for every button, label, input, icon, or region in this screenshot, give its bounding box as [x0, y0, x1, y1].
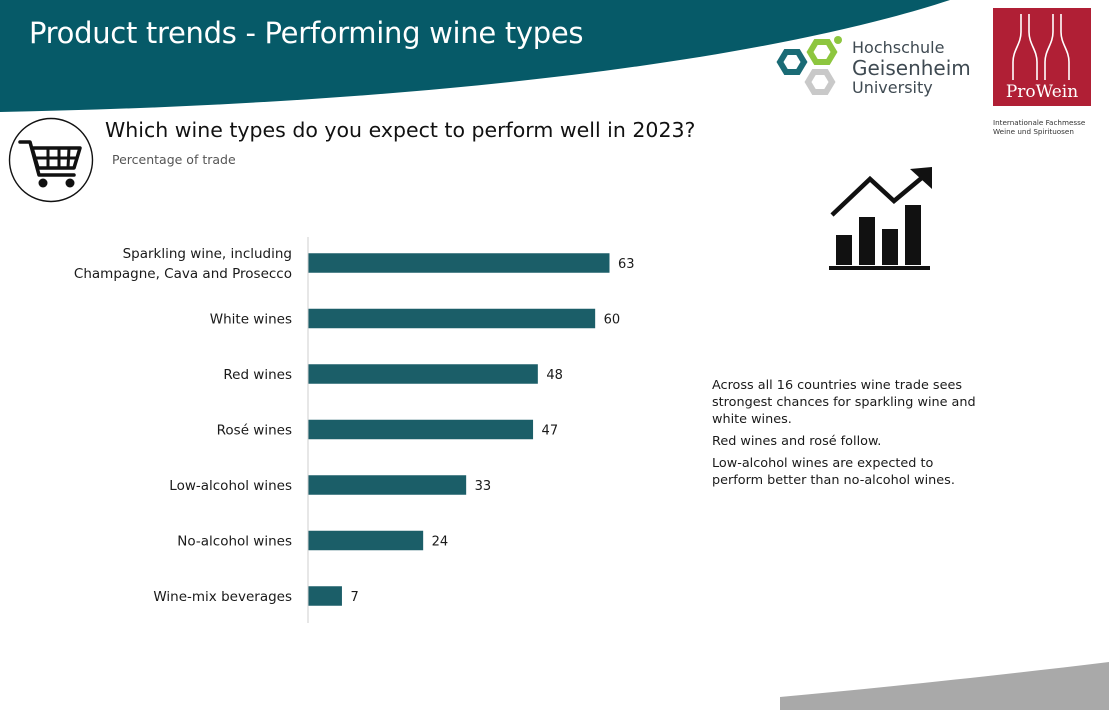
category-label: Rosé wines	[217, 423, 292, 439]
bar	[308, 364, 538, 384]
provein-name: ProWein	[1005, 82, 1079, 102]
bar	[308, 253, 610, 273]
category-label: No-alcohol wines	[177, 534, 292, 550]
value-label: 63	[618, 257, 635, 272]
hgu-wordmark: Hochschule Geisenheim University	[852, 40, 971, 96]
bar-chart: 63 Sparkling wine, including Champagne, Ca…	[74, 237, 635, 623]
category-label: Sparkling wine, including	[123, 246, 292, 262]
provein-sub-line-1: Internationale Fachmesse	[993, 118, 1086, 127]
bar	[308, 308, 596, 329]
commentary-paragraph-3: Low-alcohol wines are expected to perfor…	[712, 456, 955, 488]
provein-logo: ProWein	[993, 8, 1091, 106]
category-label: Low-alcohol wines	[169, 478, 292, 494]
bar	[308, 475, 467, 495]
bar	[308, 586, 342, 606]
category-label: Red wines	[223, 367, 292, 383]
value-label: 7	[350, 590, 358, 605]
commentary-paragraph-2: Red wines and rosé follow.	[712, 434, 882, 449]
category-label: White wines	[210, 312, 292, 328]
shopping-cart-icon	[8, 117, 94, 203]
category-label: Champagne, Cava and Prosecco	[74, 266, 292, 282]
page-title: Product trends - Performing wine types	[29, 16, 584, 50]
provein-subline: Internationale Fachmesse Weine und Spiri…	[993, 118, 1103, 137]
footer-swoosh	[780, 662, 1109, 710]
bar	[308, 419, 534, 440]
commentary: Across all 16 countries wine trade sees …	[712, 377, 982, 494]
value-label: 24	[432, 535, 449, 550]
value-label: 60	[604, 313, 621, 328]
hochschule-geisenheim-logo: Hochschule Geisenheim University	[772, 36, 987, 112]
wine-bottles-icon	[1012, 14, 1070, 80]
bar	[308, 530, 424, 551]
bar-chart-trend-icon	[829, 167, 932, 270]
category-label: Wine-mix beverages	[153, 589, 292, 605]
value-label: 47	[542, 424, 559, 439]
hgu-line-3: University	[852, 78, 933, 97]
value-label: 33	[475, 479, 492, 494]
value-label: 48	[546, 368, 563, 383]
header-band	[0, 0, 950, 112]
provein-sub-line-2: Weine und Spirituosen	[993, 127, 1074, 137]
chart-title: Which wine types do you expect to perfor…	[105, 118, 696, 142]
header-band-shape	[0, 0, 950, 112]
commentary-paragraph-1: Across all 16 countries wine trade sees …	[712, 378, 976, 427]
hgu-line-2: Geisenheim	[852, 56, 971, 80]
hgu-hexagon-mark-icon	[776, 36, 842, 95]
chart-subtitle: Percentage of trade	[112, 152, 236, 167]
hgu-line-1: Hochschule	[852, 38, 945, 57]
